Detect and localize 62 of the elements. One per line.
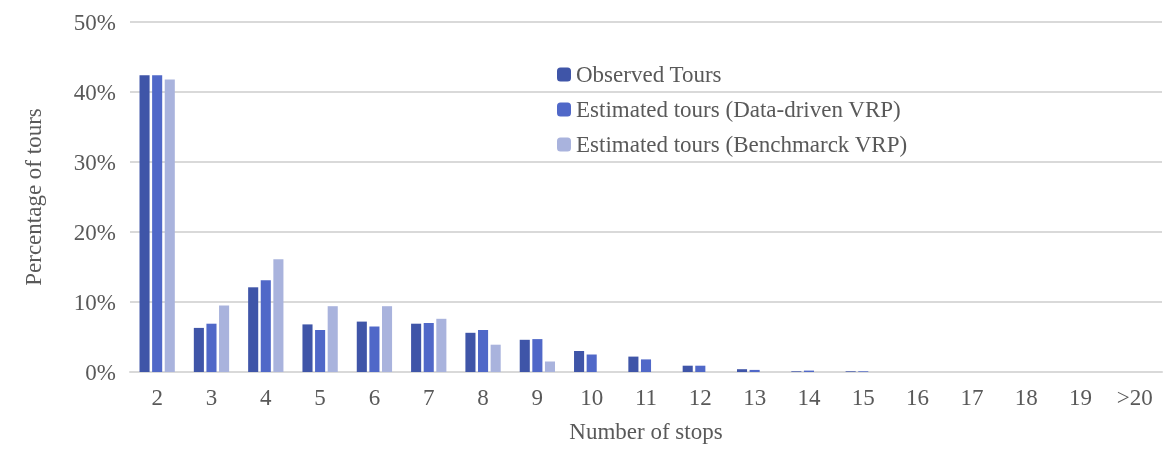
y-axis-title: Percentage of tours: [21, 108, 46, 286]
bar: [490, 344, 501, 372]
bar: [411, 323, 422, 372]
legend-label: Estimated tours (Benchmarck VRP): [576, 132, 908, 157]
bar: [532, 339, 543, 372]
x-tick-label: 7: [422, 385, 435, 410]
y-tick-label: 20%: [73, 219, 116, 245]
y-tick-label: 40%: [73, 79, 116, 105]
y-tick-label: 30%: [73, 149, 116, 175]
bar: [574, 351, 585, 372]
bar: [152, 75, 163, 372]
bar: [315, 330, 326, 372]
x-tick-label: 16: [906, 385, 930, 410]
bar: [219, 305, 230, 372]
legend-label: Observed Tours: [576, 62, 722, 87]
x-axis-title: Number of stops: [569, 419, 723, 444]
bar: [586, 354, 597, 372]
x-tick-label: 19: [1069, 385, 1093, 410]
bar: [327, 306, 338, 372]
bar: [273, 259, 284, 372]
x-tick-label: 5: [314, 385, 326, 410]
x-tick-label: 9: [531, 385, 544, 410]
bar: [139, 75, 150, 372]
bar: [465, 332, 476, 372]
x-tick-label: >20: [1116, 385, 1153, 410]
bar: [519, 339, 530, 372]
x-tick-label: 15: [851, 385, 875, 410]
x-tick-label: 14: [797, 385, 821, 410]
bar: [248, 287, 259, 372]
x-tick-label: 4: [260, 385, 273, 410]
bar: [381, 306, 393, 372]
bar: [749, 369, 760, 372]
bar: [260, 280, 271, 372]
bar: [436, 318, 447, 372]
bar: [356, 321, 367, 372]
x-tick-label: 8: [477, 385, 489, 410]
x-tick-label: 12: [688, 385, 712, 410]
bar: [640, 359, 652, 372]
bar: [423, 323, 434, 372]
x-tick-label: 18: [1014, 385, 1038, 410]
x-tick-label: 6: [368, 385, 381, 410]
legend-label: Estimated tours (Data-driven VRP): [576, 97, 901, 122]
bar: [206, 323, 217, 372]
bar: [164, 79, 175, 372]
x-tick-label: 3: [205, 385, 218, 410]
bar: [302, 324, 313, 372]
y-tick-label: 10%: [73, 289, 116, 315]
bar: [544, 361, 556, 372]
x-tick-label: 17: [960, 385, 984, 410]
bar: [682, 365, 693, 372]
y-tick-label: 0%: [85, 359, 116, 385]
y-tick-label: 50%: [73, 9, 116, 35]
bar: [193, 327, 204, 372]
bar: [736, 369, 748, 372]
bar: [478, 330, 489, 372]
bar: [369, 326, 380, 372]
x-tick-label: 10: [580, 385, 604, 410]
bar: [695, 365, 706, 372]
x-tick-label: 2: [151, 385, 163, 410]
x-tick-label: 11: [634, 385, 658, 410]
x-tick-label: 13: [743, 385, 767, 410]
bar: [628, 356, 639, 372]
